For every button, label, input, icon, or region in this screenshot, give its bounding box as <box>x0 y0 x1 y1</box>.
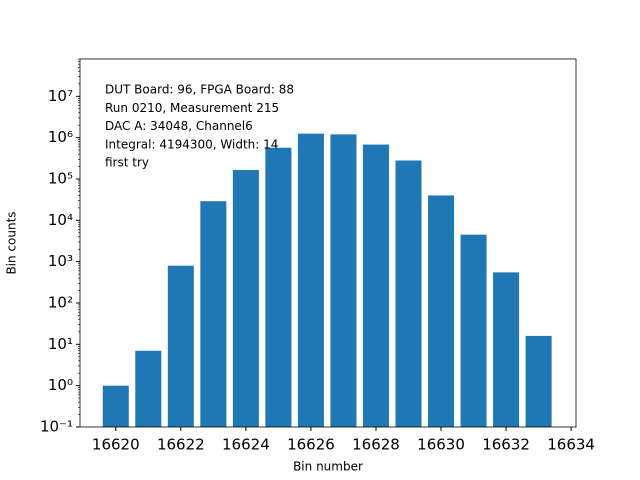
x-tick-label: 16622 <box>157 436 205 454</box>
bar <box>265 147 292 427</box>
bar <box>232 170 259 427</box>
x-tick-label: 16632 <box>482 436 530 454</box>
x-tick-label: 16626 <box>287 436 335 454</box>
y-tick-label: 10⁷ <box>48 87 73 105</box>
x-tick-label: 16634 <box>547 436 595 454</box>
bar <box>493 272 520 427</box>
y-tick-label: 10⁰ <box>48 376 73 394</box>
annotation: Run 0210, Measurement 215 <box>105 101 279 115</box>
bar <box>362 144 389 427</box>
y-tick-label: 10⁻¹ <box>40 418 73 436</box>
annotation: first try <box>105 156 149 170</box>
bar <box>102 385 129 427</box>
plot-frame <box>79 58 577 428</box>
y-tick-label: 10³ <box>48 252 73 270</box>
y-tick-label: 10¹ <box>48 335 73 353</box>
y-tick-label: 10⁶ <box>48 128 73 146</box>
y-axis-label: Bin counts <box>5 211 19 274</box>
bar <box>428 195 455 427</box>
x-axis-label: Bin number <box>293 460 363 474</box>
bar <box>297 133 324 428</box>
bar <box>460 234 487 427</box>
bar <box>135 350 162 427</box>
x-tick-label: 16628 <box>352 436 400 454</box>
bar <box>525 335 552 427</box>
y-tick-label: 10⁵ <box>48 169 73 187</box>
annotation: DUT Board: 96, FPGA Board: 88 <box>105 83 294 97</box>
annotation: DAC A: 34048, Channel6 <box>105 119 253 133</box>
bar <box>200 201 227 427</box>
bar <box>330 134 357 427</box>
bar <box>395 160 422 427</box>
x-tick-label: 16630 <box>417 436 465 454</box>
x-tick-label: 16624 <box>222 436 270 454</box>
bar <box>167 265 194 427</box>
y-tick-label: 10⁴ <box>48 211 73 229</box>
x-tick-label: 16620 <box>92 436 140 454</box>
y-tick-label: 10² <box>48 293 73 311</box>
annotation: Integral: 4194300, Width: 14 <box>105 137 278 151</box>
